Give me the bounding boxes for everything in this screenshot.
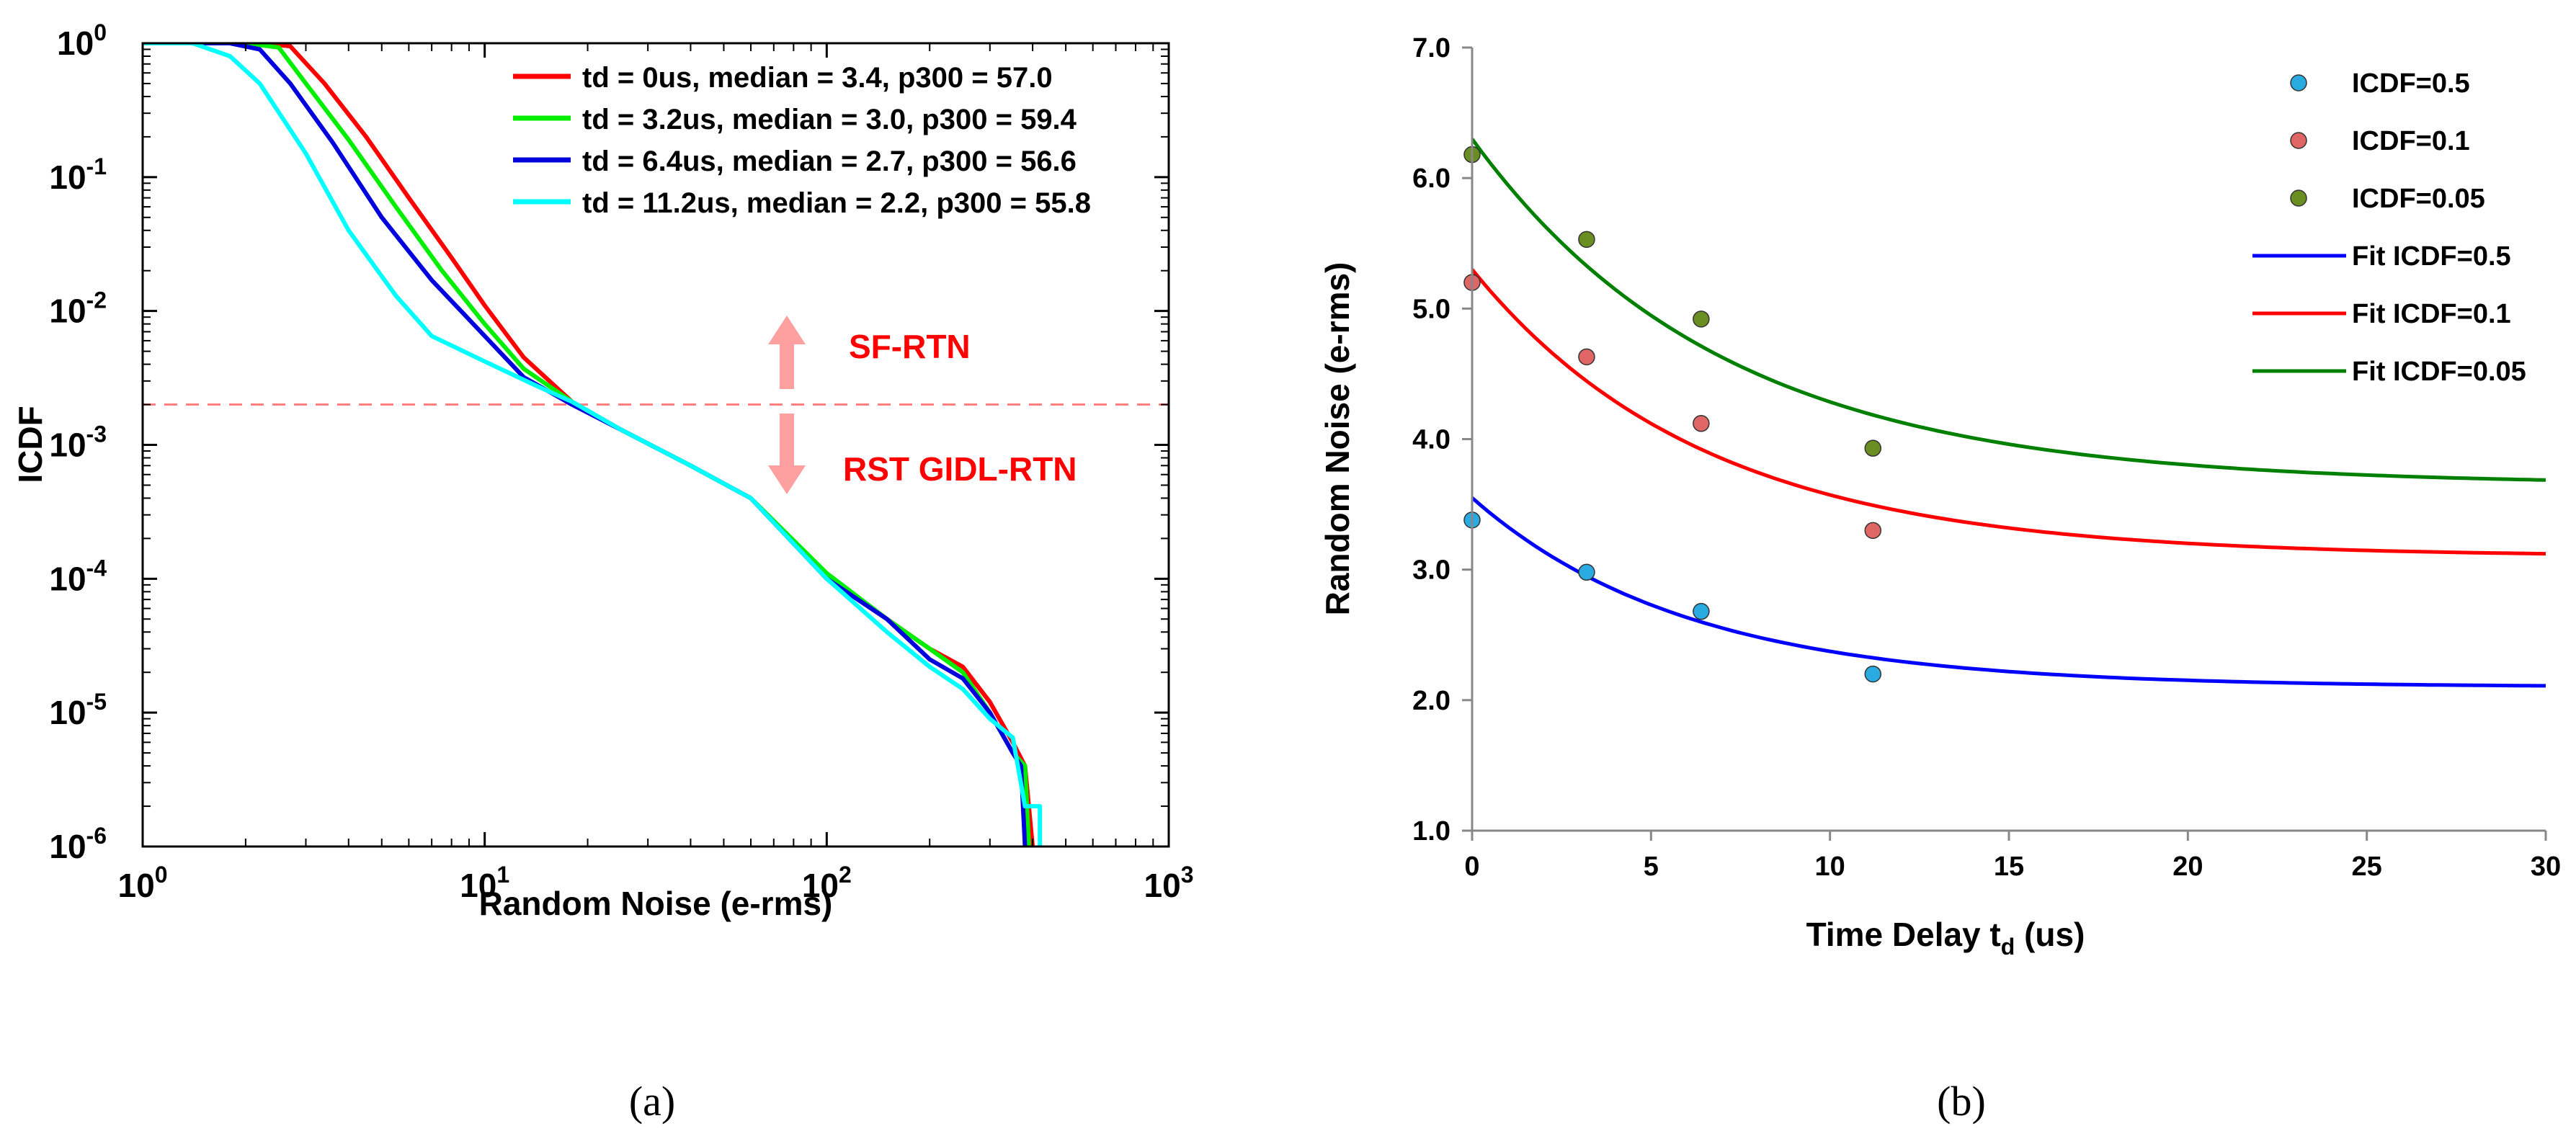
series-line-3: [143, 43, 1043, 847]
x-tick-label: 103: [1144, 862, 1194, 904]
y-tick-label-b: 4.0: [1412, 425, 1450, 455]
x-tick-exponent: 1: [496, 862, 509, 888]
y-tick-exponent: -6: [86, 823, 107, 849]
x-tick-label: 100: [118, 862, 168, 904]
data-point-s2: [1693, 311, 1710, 328]
data-point-s2: [1864, 439, 1882, 457]
chart-panel-a: 100 101 102 103 10010-110-210-310-410-510-6…: [12, 19, 1193, 1125]
sf-rtn-annotation: SF-RTN: [849, 328, 971, 365]
legend-label-0: td = 0us, median = 3.4, p300 = 57.0: [582, 62, 1053, 94]
legend-b: ICDF=0.5 ICDF=0.1 ICDF=0.05 Fit ICDF=0.5 Fit…: [2252, 68, 2526, 387]
panel-label-a: (a): [629, 1078, 675, 1125]
chart-panel-b: 0 5 10 15 20 25 30 1.0 2.0 3.0 4.0 5.0 6.0 7.0 Time …: [1319, 33, 2561, 1125]
data-point-s1: [1864, 522, 1882, 540]
y-axis-label-b: Random Noise (e-rms): [1319, 262, 1356, 616]
y-tick-label-b: 3.0: [1412, 555, 1450, 586]
x-tick-label-b: 5: [1644, 852, 1659, 882]
x-tick-label-b: 25: [2352, 852, 2382, 882]
legend-marker-2: [2290, 189, 2307, 207]
x-tick-labels-a: 100 101 102 103: [118, 862, 1194, 904]
legend-entry-2: ICDF=0.05: [2352, 184, 2485, 214]
x-tick-label-b: 30: [2531, 852, 2561, 882]
x-tick-label-b: 15: [1994, 852, 2024, 882]
y-tick-label: 100: [57, 19, 107, 62]
data-point-s1: [1693, 415, 1710, 432]
data-point-s2: [1578, 231, 1595, 249]
arrow-up-icon: [768, 316, 806, 389]
legend-label-2: td = 6.4us, median = 2.7, p300 = 56.6: [582, 146, 1077, 177]
data-point-s0: [1578, 563, 1595, 581]
y-tick-exponent: -1: [86, 153, 107, 179]
x-tick-label-b: 10: [1815, 852, 1845, 882]
y-tick-labels-b: 1.0 2.0 3.0 4.0 5.0 6.0 7.0: [1412, 33, 1450, 847]
y-tick-label: 10-5: [49, 689, 107, 731]
data-point-s0: [1864, 665, 1882, 683]
y-tick-label: 10-3: [49, 421, 107, 464]
y-tick-label-b: 6.0: [1412, 164, 1450, 194]
fit-curve-2: [1472, 138, 2546, 482]
y-tick-label-b: 7.0: [1412, 33, 1450, 63]
y-tick-label-b: 1.0: [1412, 816, 1450, 847]
y-tick-label: 10-4: [49, 555, 107, 597]
y-tick-exponent: -5: [86, 689, 107, 715]
legend-entry-1: ICDF=0.1: [2352, 126, 2470, 156]
y-tick-exponent: -2: [86, 287, 107, 313]
x-tick-exponent: 0: [155, 862, 168, 888]
legend-entry-0: ICDF=0.5: [2352, 68, 2470, 99]
x-axis-label-a: Random Noise (e-rms): [479, 885, 833, 922]
y-tick-label: 10-6: [49, 823, 107, 865]
y-tick-labels-a: 100 10-1 10-2 10-3 10-4 10-5 10-6: [49, 19, 107, 865]
x-tick-labels-b: 0 5 10 15 20 25 30: [1464, 852, 2561, 882]
fit-curve-0: [1472, 496, 2546, 688]
legend-entry-5: Fit ICDF=0.05: [2352, 357, 2526, 387]
y-tick-exponent: 0: [94, 19, 107, 45]
y-tick-label-b: 2.0: [1412, 686, 1450, 716]
x-tick-label-b: 20: [2172, 852, 2203, 882]
tick-marks-b: [1462, 46, 2547, 841]
icdf-series-group: [143, 43, 1043, 847]
tick-marks-a: [141, 42, 1170, 848]
y-tick-label: 10-2: [49, 287, 107, 330]
y-tick-exponent: -4: [86, 555, 107, 581]
legend-entry-3: Fit ICDF=0.5: [2352, 241, 2511, 272]
y-tick-label-b: 5.0: [1412, 294, 1450, 324]
data-point-s1: [1578, 348, 1595, 366]
data-point-s0: [1693, 602, 1710, 620]
fit-curve-1: [1472, 268, 2546, 556]
y-tick-label: 10-1: [49, 153, 107, 196]
legend-entry-4: Fit ICDF=0.1: [2352, 299, 2511, 329]
arrow-down-icon: [768, 414, 806, 494]
scatter-points-group: [1463, 146, 1882, 683]
legend-label-3: td = 11.2us, median = 2.2, p300 = 55.8: [582, 187, 1091, 219]
legend-a: td = 0us, median = 3.4, p300 = 57.0 td = …: [513, 62, 1091, 219]
rst-gidl-rtn-annotation: RST GIDL-RTN: [843, 450, 1077, 488]
legend-label-1: td = 3.2us, median = 3.0, p300 = 59.4: [582, 104, 1077, 135]
panel-label-b: (b): [1937, 1078, 1986, 1125]
legend-marker-1: [2290, 132, 2307, 149]
x-tick-exponent: 2: [839, 862, 852, 888]
x-tick-exponent: 3: [1181, 862, 1194, 888]
y-axis-label-a: ICDF: [12, 406, 49, 483]
legend-marker-0: [2290, 74, 2307, 91]
y-tick-exponent: -3: [86, 421, 107, 447]
x-tick-label-b: 0: [1464, 852, 1479, 882]
fit-curves-group: [1472, 138, 2546, 688]
x-axis-label-b: Time Delay td (us): [1806, 916, 2085, 960]
